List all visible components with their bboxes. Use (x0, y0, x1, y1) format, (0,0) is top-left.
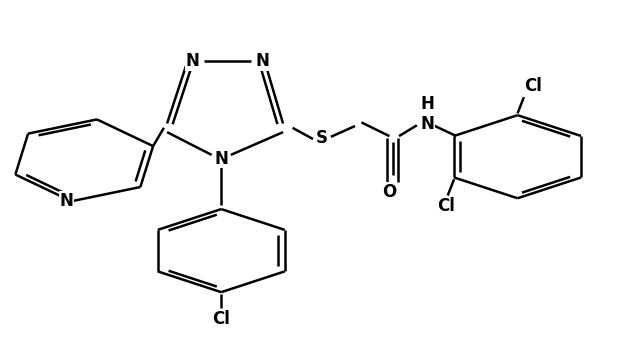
Text: O: O (382, 183, 397, 201)
Text: Cl: Cl (212, 310, 230, 328)
Text: Cl: Cl (438, 197, 456, 215)
Text: N: N (186, 52, 200, 70)
Text: N: N (214, 150, 228, 167)
Text: N: N (256, 52, 269, 70)
Text: N: N (60, 192, 74, 210)
Text: H: H (420, 95, 434, 113)
Text: S: S (316, 129, 328, 147)
Text: N: N (420, 115, 434, 133)
Text: Cl: Cl (525, 77, 543, 95)
